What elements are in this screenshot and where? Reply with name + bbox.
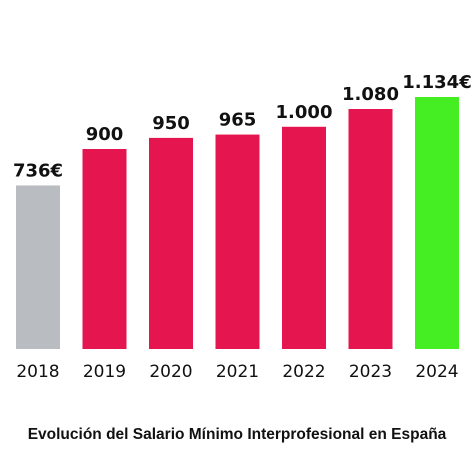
x-tick-label-2020: 2020 xyxy=(149,362,192,382)
x-tick-label-2021: 2021 xyxy=(216,362,259,382)
bar-2018 xyxy=(16,185,60,349)
bar-2023 xyxy=(348,109,393,349)
bars-group xyxy=(16,97,459,350)
value-label-2019: 900 xyxy=(86,124,124,145)
value-label-2020: 950 xyxy=(152,113,190,134)
bar-2024 xyxy=(415,97,459,349)
value-label-2021: 965 xyxy=(219,110,257,131)
x-tick-label-2022: 2022 xyxy=(282,362,325,382)
x-tick-label-2018: 2018 xyxy=(16,362,59,382)
value-label-2023: 1.080 xyxy=(342,84,399,105)
bar-2019 xyxy=(82,149,127,349)
bar-2022 xyxy=(282,126,326,350)
x-tick-label-2023: 2023 xyxy=(349,362,392,382)
x-tick-labels-group: 2018 2019 2020 2021 2022 2023 2024 xyxy=(16,362,458,382)
value-label-2018: 736€ xyxy=(13,160,63,181)
bar-2020 xyxy=(149,137,193,349)
x-tick-label-2019: 2019 xyxy=(83,362,126,382)
value-label-2024: 1.134€ xyxy=(402,72,471,93)
x-tick-label-2024: 2024 xyxy=(415,362,458,382)
chart-title: Evolución del Salario Mínimo Interprofes… xyxy=(28,426,447,443)
bar-2021 xyxy=(215,134,260,349)
value-label-2022: 1.000 xyxy=(276,102,333,123)
